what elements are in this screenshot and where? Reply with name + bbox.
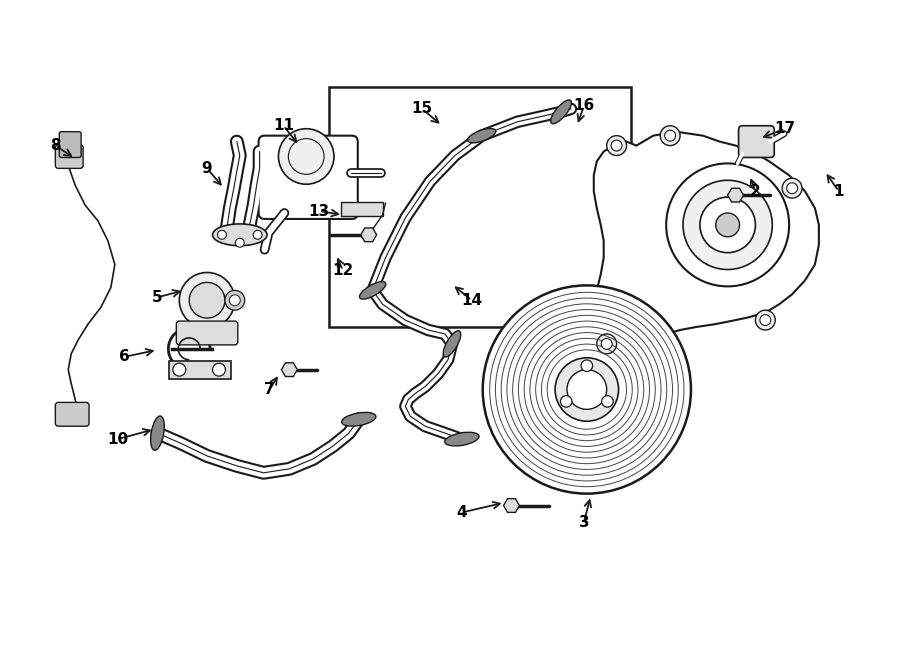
- FancyBboxPatch shape: [739, 126, 774, 158]
- Text: 15: 15: [411, 101, 433, 117]
- Bar: [329, 87, 632, 327]
- Circle shape: [611, 140, 622, 151]
- Polygon shape: [728, 188, 743, 202]
- Text: 4: 4: [456, 505, 467, 520]
- Circle shape: [782, 178, 802, 198]
- Circle shape: [218, 230, 227, 239]
- Circle shape: [482, 285, 691, 494]
- Circle shape: [235, 238, 244, 247]
- Circle shape: [173, 363, 185, 376]
- Circle shape: [179, 273, 235, 328]
- FancyBboxPatch shape: [176, 321, 238, 345]
- Polygon shape: [282, 363, 297, 377]
- Ellipse shape: [551, 100, 572, 124]
- Circle shape: [567, 369, 607, 409]
- Text: 10: 10: [107, 432, 129, 447]
- Ellipse shape: [443, 331, 461, 357]
- Polygon shape: [590, 132, 819, 350]
- Text: 8: 8: [50, 138, 60, 153]
- Text: 16: 16: [573, 99, 595, 113]
- FancyBboxPatch shape: [59, 132, 81, 158]
- Text: 13: 13: [309, 203, 329, 218]
- Ellipse shape: [445, 432, 479, 446]
- Circle shape: [253, 230, 262, 239]
- Circle shape: [561, 396, 572, 407]
- Circle shape: [683, 180, 772, 269]
- Circle shape: [661, 126, 680, 146]
- Text: 3: 3: [579, 515, 590, 530]
- FancyBboxPatch shape: [55, 144, 83, 168]
- Ellipse shape: [342, 412, 376, 426]
- Circle shape: [602, 396, 613, 407]
- Circle shape: [212, 363, 225, 376]
- Circle shape: [787, 183, 797, 194]
- Circle shape: [225, 291, 245, 310]
- Ellipse shape: [468, 128, 496, 143]
- Text: 5: 5: [152, 290, 163, 305]
- Circle shape: [607, 136, 626, 156]
- Ellipse shape: [150, 416, 165, 450]
- Circle shape: [189, 283, 225, 318]
- Text: 7: 7: [265, 382, 274, 397]
- Polygon shape: [361, 228, 376, 242]
- FancyBboxPatch shape: [55, 402, 89, 426]
- Text: 6: 6: [120, 350, 130, 364]
- Bar: [341, 202, 382, 216]
- Circle shape: [597, 334, 617, 354]
- Circle shape: [716, 213, 740, 237]
- Text: 17: 17: [775, 121, 796, 136]
- Text: 14: 14: [462, 293, 482, 308]
- Circle shape: [278, 128, 334, 184]
- Circle shape: [601, 338, 612, 350]
- Text: 11: 11: [273, 118, 294, 133]
- Text: 2: 2: [750, 183, 760, 199]
- Circle shape: [666, 164, 789, 287]
- Circle shape: [760, 314, 770, 326]
- FancyBboxPatch shape: [258, 136, 358, 219]
- Polygon shape: [503, 498, 519, 512]
- Circle shape: [581, 360, 592, 371]
- Bar: [169, 361, 231, 379]
- Ellipse shape: [359, 281, 386, 299]
- Circle shape: [555, 357, 618, 421]
- Circle shape: [665, 130, 676, 141]
- Text: 1: 1: [833, 183, 844, 199]
- Circle shape: [755, 310, 775, 330]
- Circle shape: [700, 197, 755, 253]
- Ellipse shape: [212, 224, 267, 246]
- Text: 12: 12: [332, 263, 354, 278]
- Circle shape: [230, 295, 240, 306]
- Text: 9: 9: [202, 161, 212, 176]
